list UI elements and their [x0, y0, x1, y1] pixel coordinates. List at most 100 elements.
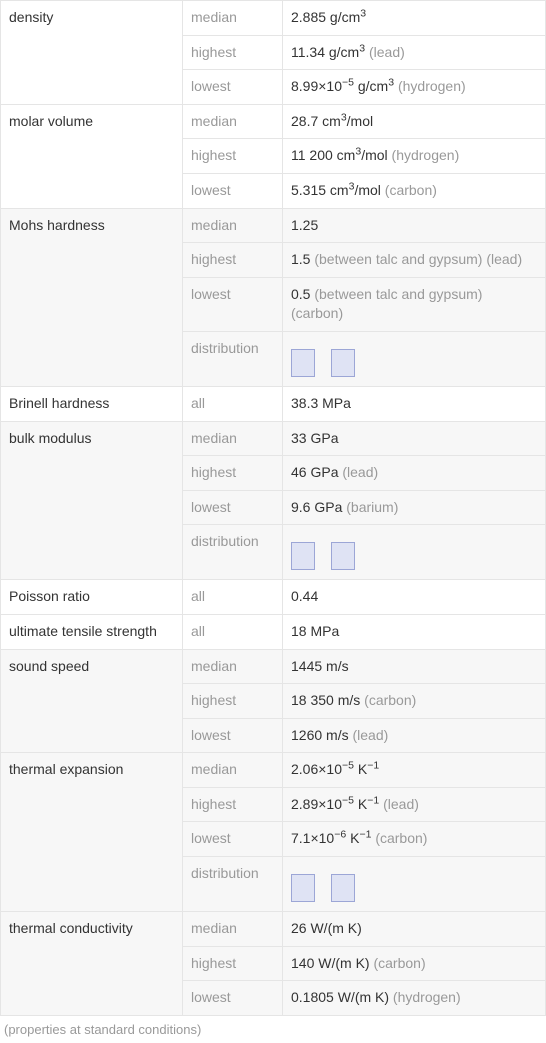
table-row: thermal conductivitymedian26 W/(m K) — [1, 912, 546, 947]
value-text: 11 200 cm3/mol — [291, 147, 388, 163]
distribution-chart — [291, 532, 537, 572]
stat-label: median — [183, 912, 283, 947]
properties-table: densitymedian2.885 g/cm3highest11.34 g/c… — [0, 0, 546, 1016]
table-row: Poisson ratioall0.44 — [1, 580, 546, 615]
value-note: (carbon) — [385, 182, 437, 198]
stat-label: highest — [183, 787, 283, 822]
stat-label: lowest — [183, 981, 283, 1016]
stat-label: highest — [183, 684, 283, 719]
chart-bar — [291, 874, 315, 902]
value-note: (carbon) — [364, 692, 416, 708]
stat-label: lowest — [183, 822, 283, 857]
value-text: 8.99×10−5 g/cm3 — [291, 78, 394, 94]
table-row: bulk modulusmedian33 GPa — [1, 421, 546, 456]
property-label: molar volume — [1, 104, 183, 208]
value-text: 38.3 MPa — [291, 395, 351, 411]
property-label: Brinell hardness — [1, 386, 183, 421]
value-cell — [283, 857, 546, 912]
stat-label: highest — [183, 243, 283, 278]
stat-label: median — [183, 208, 283, 243]
table-row: ultimate tensile strengthall 18 MPa — [1, 614, 546, 649]
value-cell: 0.5 (between talc and gypsum) (carbon) — [283, 277, 546, 331]
value-cell: 33 GPa — [283, 421, 546, 456]
value-text: 18 MPa — [291, 623, 339, 639]
value-note: (lead) — [342, 464, 378, 480]
value-text: 5.315 cm3/mol — [291, 182, 381, 198]
stat-label: all — [183, 386, 283, 421]
value-text: 9.6 GPa — [291, 499, 346, 515]
chart-bar — [331, 542, 355, 570]
stat-label: median — [183, 753, 283, 788]
value-text: 2.885 g/cm3 — [291, 9, 366, 25]
property-label: sound speed — [1, 649, 183, 753]
property-label: thermal conductivity — [1, 912, 183, 1016]
property-label: thermal expansion — [1, 753, 183, 912]
stat-label: lowest — [183, 718, 283, 753]
stat-label: distribution — [183, 857, 283, 912]
value-note: (between talc and gypsum) (carbon) — [291, 286, 482, 322]
table-row: densitymedian2.885 g/cm3 — [1, 1, 546, 36]
value-cell: 2.885 g/cm3 — [283, 1, 546, 36]
stat-label: lowest — [183, 277, 283, 331]
value-text: 7.1×10−6 K−1 — [291, 830, 371, 846]
value-text: 46 GPa — [291, 464, 342, 480]
stat-label: lowest — [183, 173, 283, 208]
value-cell: 8.99×10−5 g/cm3 (hydrogen) — [283, 70, 546, 105]
chart-bar — [291, 349, 315, 377]
stat-label: distribution — [183, 331, 283, 386]
table-row: Brinell hardnessall 38.3 MPa — [1, 386, 546, 421]
value-cell: 0.44 — [283, 580, 546, 615]
value-cell: 26 W/(m K) — [283, 912, 546, 947]
property-label: density — [1, 1, 183, 105]
value-text: 0.44 — [291, 588, 318, 604]
stat-label: median — [183, 1, 283, 36]
stat-label: lowest — [183, 70, 283, 105]
table-row: thermal expansionmedian2.06×10−5 K−1 — [1, 753, 546, 788]
stat-label: highest — [183, 946, 283, 981]
value-text: 33 GPa — [291, 430, 338, 446]
value-cell — [283, 525, 546, 580]
table-row: Mohs hardnessmedian1.25 — [1, 208, 546, 243]
stat-label: median — [183, 421, 283, 456]
value-note: (lead) — [369, 44, 405, 60]
table-row: molar volumemedian28.7 cm3/mol — [1, 104, 546, 139]
value-note: (lead) — [383, 796, 419, 812]
stat-label: median — [183, 104, 283, 139]
value-cell: 18 350 m/s (carbon) — [283, 684, 546, 719]
value-cell: 1260 m/s (lead) — [283, 718, 546, 753]
value-text: 0.5 — [291, 286, 314, 302]
stat-label: highest — [183, 35, 283, 70]
stat-label: lowest — [183, 490, 283, 525]
value-cell: 140 W/(m K) (carbon) — [283, 946, 546, 981]
chart-bar — [291, 542, 315, 570]
value-text: 1.25 — [291, 217, 318, 233]
value-text: 1260 m/s — [291, 727, 352, 743]
value-cell: 11.34 g/cm3 (lead) — [283, 35, 546, 70]
stat-label: highest — [183, 456, 283, 491]
value-text: 18 350 m/s — [291, 692, 364, 708]
distribution-chart — [291, 864, 537, 904]
stat-label: highest — [183, 139, 283, 174]
value-cell: 9.6 GPa (barium) — [283, 490, 546, 525]
value-text: 26 W/(m K) — [291, 920, 362, 936]
value-cell: 2.89×10−5 K−1 (lead) — [283, 787, 546, 822]
value-cell: 28.7 cm3/mol — [283, 104, 546, 139]
stat-label: distribution — [183, 525, 283, 580]
property-label: ultimate tensile strength — [1, 614, 183, 649]
value-note: (hydrogen) — [392, 147, 460, 163]
value-text: 2.89×10−5 K−1 — [291, 796, 379, 812]
value-cell: 46 GPa (lead) — [283, 456, 546, 491]
stat-label: all — [183, 614, 283, 649]
table-row: sound speedmedian1445 m/s — [1, 649, 546, 684]
value-cell: 1.25 — [283, 208, 546, 243]
value-cell: 11 200 cm3/mol (hydrogen) — [283, 139, 546, 174]
value-note: (carbon) — [375, 830, 427, 846]
value-cell: 18 MPa — [283, 614, 546, 649]
value-cell: 7.1×10−6 K−1 (carbon) — [283, 822, 546, 857]
property-label: Mohs hardness — [1, 208, 183, 386]
value-note: (barium) — [346, 499, 398, 515]
value-cell: 38.3 MPa — [283, 386, 546, 421]
value-text: 140 W/(m K) — [291, 955, 373, 971]
value-cell: 1.5 (between talc and gypsum) (lead) — [283, 243, 546, 278]
value-cell: 5.315 cm3/mol (carbon) — [283, 173, 546, 208]
